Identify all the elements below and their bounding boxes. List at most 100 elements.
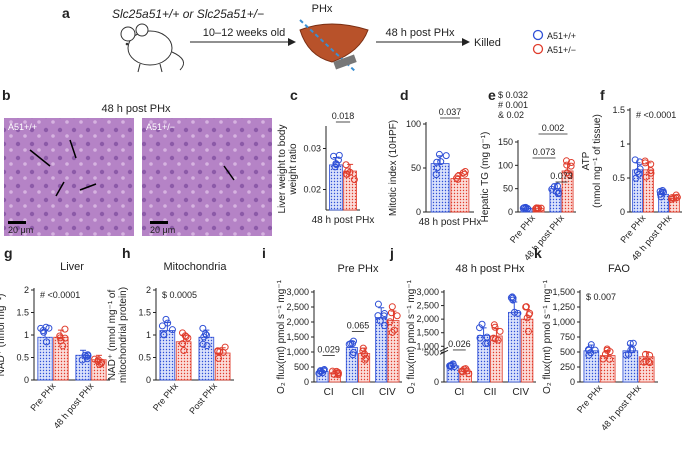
x-tick-label: Post PHx	[187, 380, 219, 416]
x-tick-label: CII	[352, 387, 365, 398]
y-tick-label: 1.5	[138, 308, 151, 318]
replicate-point	[81, 351, 89, 359]
replicate-point	[454, 175, 462, 183]
replicate-point	[435, 150, 443, 158]
histology-image-het	[142, 118, 272, 236]
replicate-point	[606, 355, 614, 363]
replicate-point	[84, 352, 92, 360]
bar	[430, 163, 450, 213]
replicate-point	[345, 340, 353, 348]
y-tick-label: 2	[24, 285, 29, 295]
replicate-point	[215, 354, 223, 362]
replicate-point	[162, 315, 170, 323]
replicate-point	[203, 342, 211, 350]
x-tick-label: 48 h post PHx	[312, 215, 375, 226]
y-tick-label: 0.03	[303, 144, 321, 154]
bar	[37, 336, 53, 381]
p-value-label: 0.029	[317, 345, 340, 355]
replicate-point	[350, 176, 358, 184]
y-tick-label: 0	[146, 375, 151, 385]
replicate-point	[525, 311, 533, 319]
p-value-label: 0.002	[542, 123, 565, 133]
y-axis-label: mitochondrial protein)	[118, 287, 129, 383]
y-tick-label: 500	[560, 347, 575, 357]
replicate-point	[182, 333, 190, 341]
y-tick-label: 0	[304, 377, 309, 387]
panel-b: b 48 h post PHx A51+/+ A51+/− 20 μm 20 μ…	[2, 87, 272, 236]
step1-label: 10–12 weeks old	[203, 27, 286, 39]
bar	[358, 353, 371, 383]
replicate-point	[388, 303, 396, 311]
y-tick-label: 1,000	[416, 341, 439, 351]
y-tick-label: 1,250	[552, 302, 575, 312]
p-value-label: 0.018	[332, 111, 355, 121]
y-tick-label: 1,500	[552, 287, 575, 297]
y-axis-label: O₂ flux(mt) pmol s⁻¹ mg⁻¹	[406, 279, 417, 394]
x-tick-label: CII	[484, 387, 497, 398]
replicate-point	[374, 312, 382, 320]
replicate-point	[641, 157, 649, 165]
replicate-point	[97, 360, 105, 368]
chart-d: d 0 50 100 Mitotic index (10HPF) 48 h post PH…	[388, 87, 481, 228]
liver-illustration	[299, 19, 369, 73]
replicate-point	[331, 163, 339, 171]
replicate-point	[390, 326, 398, 334]
panel-letter: k	[534, 245, 542, 261]
bar	[450, 178, 470, 213]
replicate-point	[635, 170, 643, 178]
replicate-point	[563, 169, 571, 177]
chart-c: c 0.02 0.03 Liver weight to body weight rati…	[277, 87, 374, 226]
panel-letter: g	[4, 245, 13, 261]
replicate-point	[454, 172, 462, 180]
replicate-point	[180, 347, 188, 355]
panel-letter: c	[290, 87, 298, 103]
replicate-point	[591, 346, 599, 354]
panel-letter: d	[400, 87, 409, 103]
y-axis-label: (nmol mg⁻¹ of tissue)	[592, 114, 603, 208]
replicate-point	[537, 204, 545, 212]
y-tick-label: 750	[560, 332, 575, 342]
replicate-point	[522, 303, 530, 311]
replicate-point	[483, 333, 491, 341]
replicate-point	[349, 337, 357, 345]
y-tick-label: 0	[620, 207, 625, 217]
p-value-label: 0.073	[533, 147, 556, 157]
x-tick-label: Pre PHx	[151, 380, 181, 412]
replicate-point	[184, 334, 192, 342]
step2-label: 48 h post PHx	[385, 27, 455, 39]
chart-h: h Mitochondria 0 0.5 1 1.5 2 NAD⁺ (nmol mg⁻¹ of…	[107, 245, 234, 416]
replicate-point	[42, 338, 50, 346]
genotypes-label: Slc25a51+/+ or Slc25a51+/−	[112, 7, 264, 21]
panel-a: a Slc25a51+/+ or Slc25a51+/− 10–12 weeks…	[62, 3, 576, 73]
p-value-label: 0.037	[439, 107, 462, 117]
y-tick-label: 2,500	[286, 302, 309, 312]
scale-bar-het	[150, 221, 168, 224]
y-axis-label: weight ratio	[288, 143, 299, 196]
replicate-point	[642, 357, 650, 365]
replicate-point	[42, 323, 50, 331]
y-tick-label: 100	[406, 119, 421, 129]
replicate-point	[388, 328, 396, 336]
legend-het: A51+/−	[547, 45, 576, 55]
replicate-point	[179, 340, 187, 348]
replicate-point	[446, 362, 454, 370]
y-tick-label: 250	[560, 362, 575, 372]
replicate-point	[82, 353, 90, 361]
replicate-point	[647, 169, 655, 177]
replicate-point	[433, 158, 441, 166]
bar	[477, 335, 490, 383]
panel-letter: i	[262, 245, 266, 261]
replicate-point	[465, 370, 473, 378]
y-tick-label: 0.5	[16, 353, 29, 363]
replicate-point	[432, 171, 440, 179]
y-tick-label: 0.5	[138, 353, 151, 363]
x-tick-label: Pre PHx	[575, 382, 605, 414]
y-axis-label: ATP	[581, 151, 592, 170]
histology-image-wt	[4, 118, 134, 236]
x-tick-label: 48 h post PHx	[52, 380, 96, 430]
y-tick-label: 2,000	[286, 317, 309, 327]
x-tick-label: 48 h post PHx	[419, 217, 482, 228]
replicate-point	[316, 367, 324, 375]
y-tick-label: 1.5	[612, 105, 625, 115]
